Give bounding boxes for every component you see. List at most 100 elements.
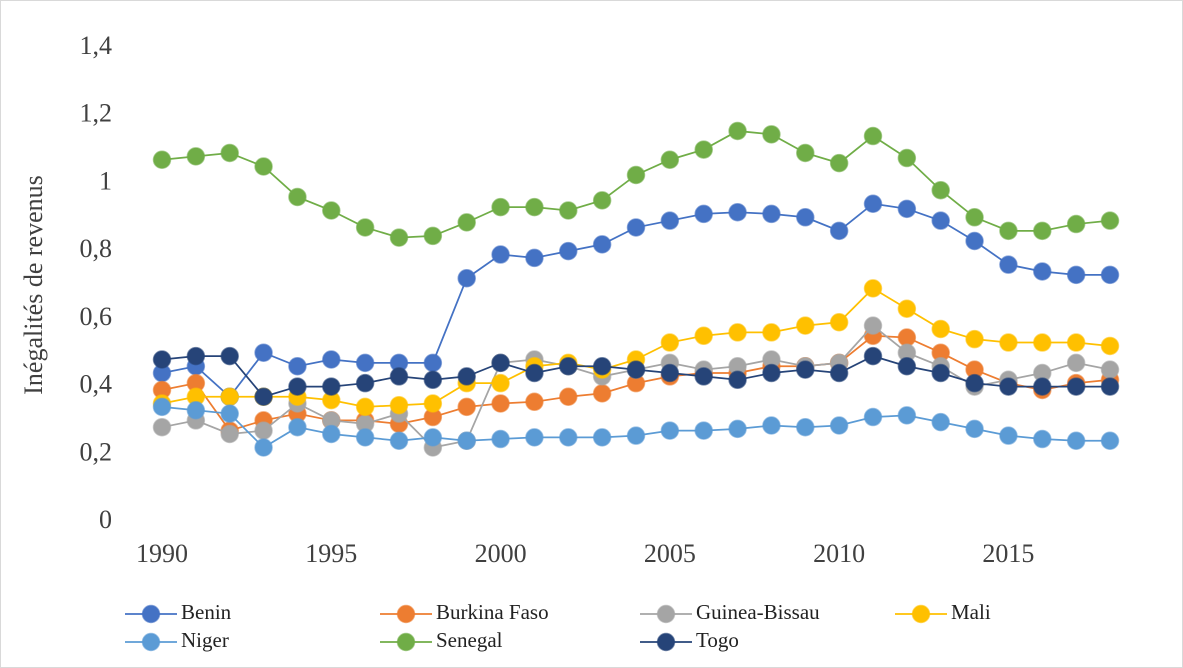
series-marker bbox=[355, 397, 375, 417]
series-marker bbox=[389, 367, 409, 386]
series-marker bbox=[694, 326, 713, 346]
series-marker bbox=[897, 199, 917, 219]
x-tick-label: 2010 bbox=[813, 539, 865, 568]
series-marker bbox=[592, 428, 612, 447]
series-marker bbox=[863, 407, 883, 427]
series-marker bbox=[897, 406, 917, 425]
series-marker bbox=[660, 333, 680, 352]
series-marker bbox=[931, 412, 950, 432]
series-marker bbox=[389, 228, 409, 247]
series-marker bbox=[220, 346, 239, 366]
series-marker bbox=[1033, 377, 1052, 396]
series-marker bbox=[457, 213, 476, 232]
series-marker bbox=[1100, 377, 1120, 396]
series-marker bbox=[863, 126, 883, 146]
series-marker bbox=[762, 416, 781, 435]
series-marker bbox=[728, 419, 747, 439]
series-marker bbox=[288, 377, 307, 396]
series-marker bbox=[897, 299, 917, 318]
series-marker bbox=[559, 357, 578, 376]
legend-marker bbox=[656, 632, 676, 652]
series-marker bbox=[660, 363, 680, 383]
series-marker bbox=[457, 268, 476, 288]
series-marker bbox=[897, 148, 917, 168]
series-marker bbox=[288, 187, 307, 207]
series-marker bbox=[796, 360, 815, 379]
series-marker bbox=[152, 150, 172, 169]
series-marker bbox=[999, 255, 1018, 274]
series-marker bbox=[592, 235, 612, 254]
series-marker bbox=[1100, 336, 1120, 356]
series-marker bbox=[592, 191, 612, 210]
series-marker bbox=[626, 218, 646, 237]
series-marker bbox=[863, 279, 883, 298]
series-marker bbox=[1100, 431, 1120, 450]
series-marker bbox=[931, 211, 950, 230]
series-marker bbox=[152, 417, 172, 437]
series-marker bbox=[322, 350, 341, 369]
series-marker bbox=[1033, 221, 1052, 241]
series-marker bbox=[592, 357, 612, 376]
series-marker bbox=[965, 231, 984, 251]
y-tick-label: 0,6 bbox=[80, 302, 113, 331]
x-tick-label: 1990 bbox=[136, 539, 188, 568]
series-marker bbox=[965, 208, 984, 227]
series-marker bbox=[626, 360, 646, 379]
series-marker bbox=[660, 211, 680, 230]
series-marker bbox=[322, 377, 341, 396]
series-marker bbox=[525, 428, 544, 447]
series-marker bbox=[999, 221, 1018, 241]
series-marker bbox=[559, 387, 578, 406]
series-marker bbox=[728, 370, 747, 390]
series-marker bbox=[491, 245, 510, 264]
series-marker bbox=[762, 323, 781, 342]
series-marker bbox=[863, 346, 883, 366]
series-marker bbox=[355, 428, 375, 447]
y-tick-label: 1,2 bbox=[80, 99, 113, 128]
series-marker bbox=[897, 357, 917, 376]
series-marker bbox=[931, 363, 950, 383]
series-marker bbox=[491, 353, 510, 373]
series-marker bbox=[559, 241, 578, 261]
series-marker bbox=[829, 153, 849, 173]
legend-label: Guinea-Bissau bbox=[696, 600, 820, 624]
y-tick-label: 0,4 bbox=[80, 370, 113, 399]
series-marker bbox=[491, 394, 510, 413]
y-axis-title: Inégalités de revenus bbox=[19, 175, 48, 394]
legend-label: Senegal bbox=[436, 628, 503, 652]
series-marker bbox=[423, 353, 443, 373]
x-tick-label: 1995 bbox=[305, 539, 357, 568]
series-marker bbox=[254, 438, 273, 457]
series-marker bbox=[491, 197, 510, 217]
series-marker bbox=[1066, 214, 1086, 234]
legend-marker bbox=[141, 604, 161, 624]
series-marker bbox=[186, 346, 206, 366]
legend-marker bbox=[396, 604, 416, 624]
series-marker bbox=[491, 429, 510, 449]
series-marker bbox=[254, 387, 273, 406]
series-marker bbox=[796, 143, 815, 163]
series-marker bbox=[254, 343, 273, 362]
series-marker bbox=[999, 333, 1018, 352]
series-marker bbox=[931, 319, 950, 339]
y-tick-label: 1 bbox=[99, 166, 112, 195]
series-marker bbox=[863, 194, 883, 213]
series-marker bbox=[355, 218, 375, 237]
legend-label: Togo bbox=[696, 628, 739, 652]
series-marker bbox=[626, 426, 646, 445]
legend-label: Benin bbox=[181, 600, 232, 624]
series-marker bbox=[1066, 377, 1086, 396]
series-marker bbox=[423, 394, 443, 413]
series-marker bbox=[796, 417, 815, 437]
series-marker bbox=[491, 373, 510, 393]
series-marker bbox=[525, 248, 544, 268]
x-tick-label: 2015 bbox=[982, 539, 1034, 568]
series-marker bbox=[423, 428, 443, 447]
series-marker bbox=[1066, 353, 1086, 373]
series-marker bbox=[592, 384, 612, 403]
series-marker bbox=[829, 416, 849, 435]
series-marker bbox=[728, 121, 747, 141]
series-marker bbox=[254, 157, 273, 176]
series-marker bbox=[829, 312, 849, 332]
series-marker bbox=[829, 363, 849, 383]
